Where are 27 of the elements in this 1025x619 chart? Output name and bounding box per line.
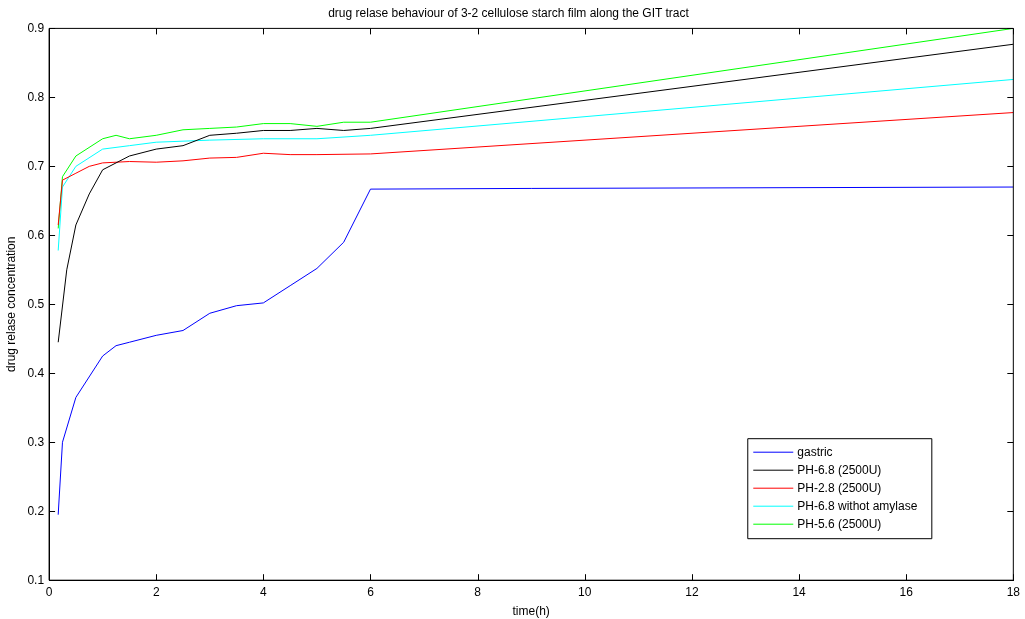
x-tick-label: 14 xyxy=(792,584,807,599)
x-tick-label: 4 xyxy=(260,584,268,599)
y-tick-label: 0.6 xyxy=(27,227,45,242)
legend-label: PH-6.8 withot amylase xyxy=(797,498,918,513)
y-tick-label: 0.3 xyxy=(27,434,45,449)
legend-label: gastric xyxy=(797,444,833,459)
x-tick-label: 18 xyxy=(1006,584,1021,599)
y-tick-label: 0.1 xyxy=(27,572,45,587)
legend-label: PH-6.8 (2500U) xyxy=(797,462,882,477)
y-tick-label: 0.8 xyxy=(27,89,45,104)
chart-title: drug relase behaviour of 3-2 cellulose starch film along the GIT tract xyxy=(328,5,690,20)
x-axis-title: time(h) xyxy=(512,604,550,619)
x-tick-label: 2 xyxy=(152,584,160,599)
y-tick-label: 0.5 xyxy=(27,296,45,311)
x-tick-label: 0 xyxy=(45,584,53,599)
x-tick-label: 6 xyxy=(367,584,375,599)
x-tick-label: 12 xyxy=(685,584,699,599)
y-tick-label: 0.7 xyxy=(27,158,45,173)
legend-label: PH-5.6 (2500U) xyxy=(797,516,882,531)
y-tick-label: 0.4 xyxy=(27,365,45,380)
x-tick-label: 8 xyxy=(474,584,482,599)
x-tick-label: 16 xyxy=(899,584,914,599)
legend-label: PH-2.8 (2500U) xyxy=(797,480,882,495)
y-tick-label: 0.9 xyxy=(27,20,45,35)
x-tick-label: 10 xyxy=(578,584,592,599)
y-axis-title: drug relase concentration xyxy=(3,236,18,373)
y-tick-label: 0.2 xyxy=(27,503,45,518)
